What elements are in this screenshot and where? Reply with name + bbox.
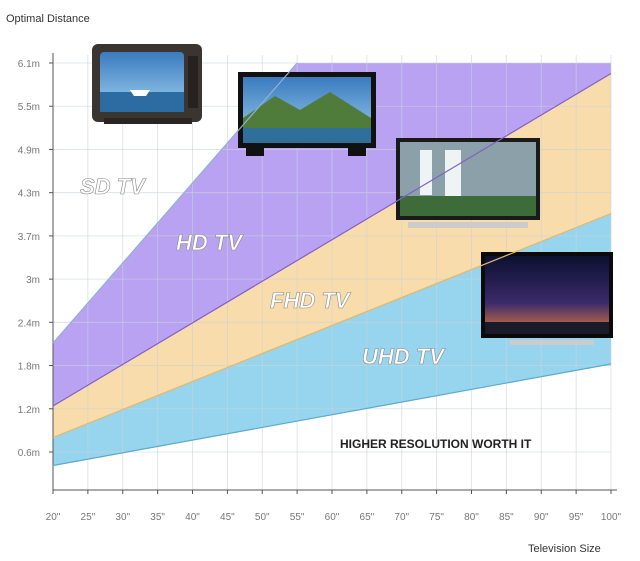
fhd-tv-icon xyxy=(396,138,540,228)
y-tick-label: 1.8m xyxy=(18,362,40,373)
annotation-higher-resolution: HIGHER RESOLUTION WORTH IT xyxy=(340,437,532,451)
boundary-line xyxy=(52,62,298,344)
y-tick-label: 3.7m xyxy=(18,232,40,243)
y-tick-label: 2.4m xyxy=(18,318,40,329)
boundary-lines xyxy=(52,62,612,467)
crt-tv-icon xyxy=(92,44,202,124)
x-tick-label: 90" xyxy=(534,512,549,523)
y-tick-label: 4.9m xyxy=(18,145,40,156)
band-label-sd: SD TV xyxy=(80,174,147,199)
x-tick-label: 80" xyxy=(464,512,479,523)
boundary-line xyxy=(52,363,612,467)
x-tick-label: 70" xyxy=(394,512,409,523)
band-label-hd: HD TV xyxy=(176,230,244,255)
band-label-fhd: FHD TV xyxy=(270,288,352,313)
x-tick-label: 55" xyxy=(290,512,305,523)
x-axis-title: Television Size xyxy=(528,543,601,555)
y-tick-label: 4.3m xyxy=(18,189,40,200)
x-tick-labels: 20" 25" 30" 35" 40" 45" 50" 55" 60" 65" 70" 75" 80" 8… xyxy=(46,490,622,523)
x-tick-label: 75" xyxy=(429,512,444,523)
hd-tv-icon xyxy=(238,72,376,156)
x-tick-label: 95" xyxy=(569,512,584,523)
axes xyxy=(52,53,617,491)
x-tick-label: 25" xyxy=(81,512,96,523)
x-tick-label: 60" xyxy=(325,512,340,523)
y-axis-title: Optimal Distance xyxy=(6,13,90,25)
y-tick-labels: 0.6m 1.2m 1.8m 2.4m 3m 3.7m 4.3m 4.9m 5.5m 6.1m xyxy=(18,59,53,459)
x-tick-label: 50" xyxy=(255,512,270,523)
x-tick-label: 30" xyxy=(115,512,130,523)
x-tick-label: 85" xyxy=(499,512,514,523)
x-tick-label: 65" xyxy=(360,512,375,523)
x-tick-label: 20" xyxy=(46,512,61,523)
y-tick-label: 0.6m xyxy=(18,448,40,459)
x-tick-label: 100" xyxy=(601,512,622,523)
x-tick-label: 45" xyxy=(220,512,235,523)
uhd-tv-icon xyxy=(481,252,613,345)
x-tick-label: 35" xyxy=(150,512,165,523)
band-label-uhd: UHD TV xyxy=(362,344,446,369)
boundary-line xyxy=(52,72,612,407)
y-tick-label: 1.2m xyxy=(18,405,40,416)
x-tick-label: 40" xyxy=(185,512,200,523)
boundary-line xyxy=(52,212,612,439)
y-tick-label: 3m xyxy=(26,275,40,286)
y-tick-label: 5.5m xyxy=(18,102,40,113)
y-tick-label: 6.1m xyxy=(18,59,40,70)
